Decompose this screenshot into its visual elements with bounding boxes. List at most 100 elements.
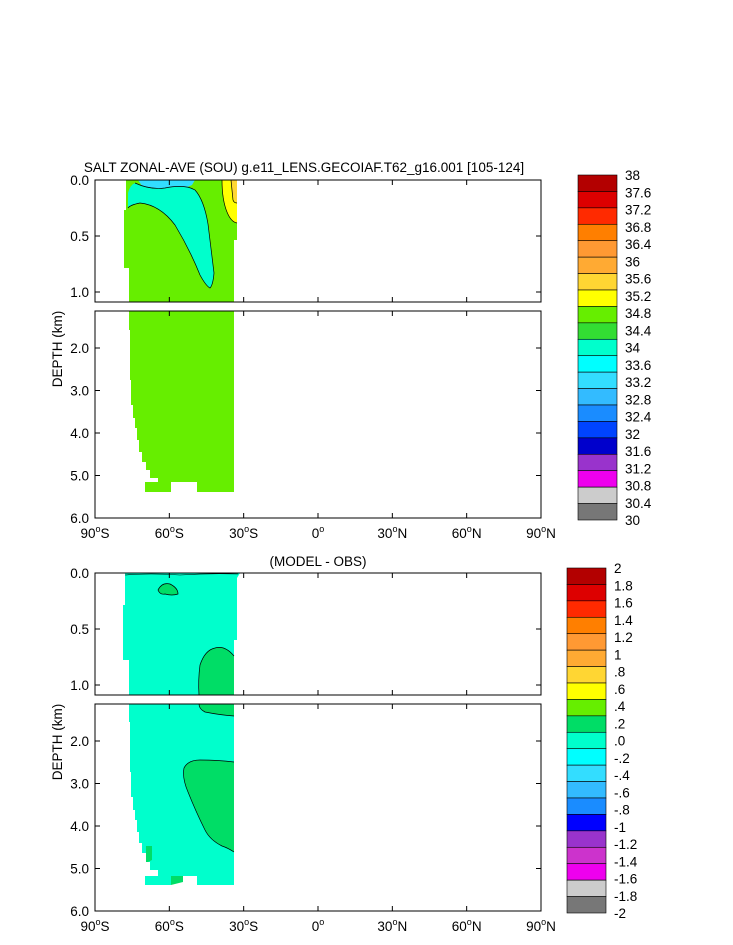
ylabel-salt: DEPTH (km)	[50, 311, 65, 388]
colorbar-swatch	[566, 600, 607, 618]
x-tick-label: 60oS	[155, 917, 184, 934]
x-tick-label: 60oS	[155, 524, 184, 541]
colorbar-swatch	[566, 781, 607, 799]
colorbar-swatch	[577, 470, 618, 488]
colorbar-swatch	[577, 306, 618, 324]
panel-diff: (MODEL - OBS) 0.00.51.02.03.04.05.06.090…	[50, 554, 638, 934]
colorbar-label: 30.8	[625, 479, 651, 494]
colorbar-label: 36	[625, 254, 640, 269]
colorbar-label: -1.8	[614, 889, 637, 904]
colorbar-label: 32.8	[625, 392, 651, 407]
title-diff: (MODEL - OBS)	[269, 554, 366, 569]
colorbar-swatch	[577, 388, 618, 406]
colorbar-label: -.6	[614, 785, 630, 800]
colorbar-swatch	[577, 174, 618, 192]
x-tick-label: 60oN	[452, 917, 482, 934]
y-tick-label: 3.0	[70, 384, 89, 399]
colorbar-label: .2	[614, 716, 625, 731]
y-tick-label: 0.0	[70, 566, 89, 581]
x-tick-label: 30oS	[229, 524, 258, 541]
colorbar-label: 34.4	[625, 323, 652, 338]
y-tick-label: 2.0	[70, 734, 89, 749]
colorbar-swatch	[577, 355, 618, 373]
colorbar-label: 37.2	[625, 203, 651, 218]
salt-upper-cyan-region	[128, 183, 214, 288]
x-tick-label: 0o	[312, 524, 325, 541]
colorbar-label: 2	[614, 561, 622, 576]
colorbar-swatch	[577, 256, 618, 274]
colorbar-swatch	[577, 503, 618, 521]
colorbar-label: -1.6	[614, 872, 637, 887]
y-tick-label: 6.0	[70, 511, 89, 526]
diff-upper-contour-right	[198, 647, 235, 696]
colorbar-label: -.4	[614, 768, 630, 783]
diff-upper-fills	[123, 573, 240, 696]
salt-lower-fill	[129, 311, 234, 492]
colorbar-swatch	[577, 421, 618, 439]
diff-lower-green-foot	[171, 876, 183, 885]
x-tick-label: 30oN	[377, 917, 407, 934]
colorbar-swatch	[577, 404, 618, 422]
y-tick-label: 0.5	[70, 622, 89, 637]
colorbar-swatch	[577, 273, 618, 291]
colorbar-label: 1.8	[614, 578, 633, 593]
colorbar-swatch	[566, 830, 607, 848]
x-tick-label: 60oN	[452, 524, 482, 541]
diff-lower-green-mid	[183, 760, 234, 852]
colorbar-swatch	[577, 223, 618, 242]
colorbar-swatch	[566, 682, 607, 700]
y-tick-label: 2.0	[70, 341, 89, 356]
colorbar-swatch	[577, 437, 618, 455]
salt-upper-contour	[127, 182, 215, 289]
colorbar-swatch	[566, 896, 607, 914]
colorbar-swatch	[566, 797, 607, 815]
y-tick-label: 0.0	[70, 173, 89, 188]
y-tick-label: 5.0	[70, 469, 89, 484]
colorbar-label: -.8	[614, 803, 630, 818]
colorbar-label: -.2	[614, 751, 630, 766]
colorbar-swatch	[566, 814, 607, 832]
colorbar-label: 1	[614, 647, 622, 662]
colorbar-swatch	[577, 486, 618, 504]
diff-lower-green-bottom	[146, 846, 152, 862]
diff-upper-contour-blob	[157, 583, 179, 596]
colorbar-label: 36.8	[625, 220, 651, 235]
colorbar-swatch	[577, 191, 618, 209]
x-tick-label: 90oN	[526, 524, 556, 541]
y-tick-label: 0.5	[70, 229, 89, 244]
ylabel-diff: DEPTH (km)	[50, 704, 65, 781]
salt-upper-contour-yellow	[221, 179, 238, 224]
y-tick-label: 5.0	[70, 862, 89, 877]
colorbar-label: 36.4	[625, 237, 652, 252]
colorbar-label: 35.2	[625, 289, 651, 304]
colorbar-swatch	[566, 584, 607, 602]
colorbar-label: 1.6	[614, 596, 633, 611]
x-tick-label: 90oS	[80, 917, 109, 934]
colorbar-swatch	[577, 240, 618, 258]
diff-upper-green-right	[198, 647, 234, 695]
colorbar-label: -1.4	[614, 854, 638, 869]
x-tick-label: 30oS	[229, 917, 258, 934]
x-tick-label: 30oN	[377, 524, 407, 541]
colorbar-swatch	[577, 338, 618, 357]
colorbar-label: .0	[614, 734, 625, 749]
colorbar-swatch	[577, 322, 618, 340]
colorbar-swatch	[566, 764, 607, 782]
colorbar-label: 30.4	[625, 496, 652, 511]
colorbar-swatch	[566, 649, 607, 667]
salt-upper-orange-blob	[231, 180, 237, 203]
colorbar-label: 30	[625, 513, 640, 528]
colorbar-swatch	[577, 207, 618, 225]
colorbar-label: -1.2	[614, 837, 637, 852]
x-tick-label: 0o	[312, 917, 325, 934]
colorbar-label: 31.2	[625, 461, 651, 476]
colorbar-swatch	[566, 846, 607, 865]
colorbar-label: .6	[614, 682, 625, 697]
diff-lower-contour-mid	[183, 759, 235, 853]
colorbar-label: .8	[614, 665, 625, 680]
colorbar-label: 34.8	[625, 306, 651, 321]
salt-upper-fills	[124, 179, 238, 302]
colorbar-swatch	[577, 453, 618, 472]
